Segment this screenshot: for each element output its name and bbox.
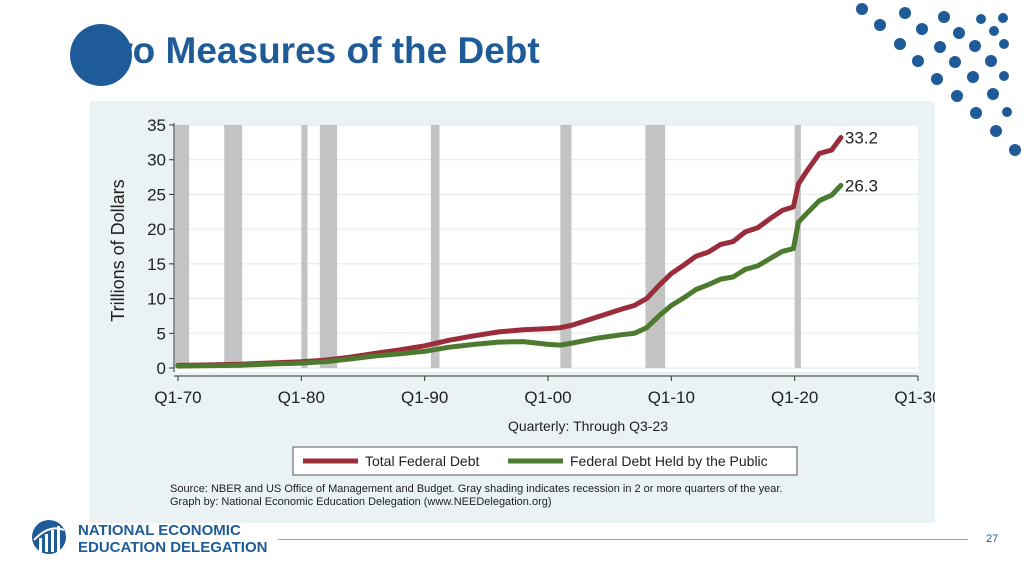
- y-tick-label: 0: [157, 359, 166, 378]
- page-number: 27: [986, 533, 999, 545]
- x-axis-title: Quarterly: Through Q3-23: [508, 418, 668, 434]
- x-tick-label: Q1-00: [524, 388, 571, 407]
- y-tick-label: 25: [147, 185, 166, 204]
- recession-bar: [645, 125, 666, 368]
- org-name-line1: NATIONAL ECONOMIC: [78, 522, 241, 539]
- x-tick-label: Q1-10: [648, 388, 695, 407]
- slide-title: Two Measures of the Debt: [84, 30, 540, 71]
- end-value-label: 26.3: [845, 176, 878, 195]
- x-tick-label: Q1-20: [771, 388, 818, 407]
- recession-bar: [224, 125, 243, 368]
- y-tick-label: 5: [157, 324, 166, 343]
- source-note: Source: NBER and US Office of Management…: [170, 483, 782, 495]
- y-axis-title: Trillions of Dollars: [108, 179, 128, 321]
- y-tick-label: 15: [147, 255, 166, 274]
- debt-line-chart: 0 5 10 15 20 25 30 35 Q1-70 Q1-80 Q1-90 Q1-00 Q1-10 Q…: [108, 116, 935, 508]
- recession-bar: [794, 125, 801, 368]
- footer-divider: [278, 539, 968, 540]
- recession-bar: [301, 125, 308, 368]
- recession-bar: [319, 125, 338, 368]
- end-value-label: 33.2: [845, 128, 878, 147]
- need-logo-icon: [32, 520, 66, 554]
- y-tick-label: 35: [147, 116, 166, 135]
- title-accent-circle: [70, 24, 132, 86]
- y-tick-label: 20: [147, 220, 166, 239]
- org-name-line2: EDUCATION DELEGATION: [78, 539, 268, 556]
- recession-bar: [430, 125, 440, 368]
- credit-note: Graph by: National Economic Education De…: [170, 496, 552, 508]
- legend-label: Federal Debt Held by the Public: [570, 453, 768, 469]
- x-tick-label: Q1-30: [894, 388, 935, 407]
- recession-bar: [174, 125, 190, 368]
- legend-label: Total Federal Debt: [365, 453, 480, 469]
- y-tick-label: 30: [147, 151, 166, 170]
- x-tick-label: Q1-70: [154, 388, 201, 407]
- x-tick-label: Q1-80: [278, 388, 325, 407]
- y-tick-label: 10: [147, 290, 166, 309]
- series-line-public-debt: [175, 182, 844, 369]
- x-tick-label: Q1-90: [401, 388, 448, 407]
- chart-panel: 0 5 10 15 20 25 30 35 Q1-70 Q1-80 Q1-90 Q1-00 Q1-10 Q…: [90, 101, 935, 523]
- recession-bar: [560, 125, 572, 368]
- plot-area: [176, 125, 918, 372]
